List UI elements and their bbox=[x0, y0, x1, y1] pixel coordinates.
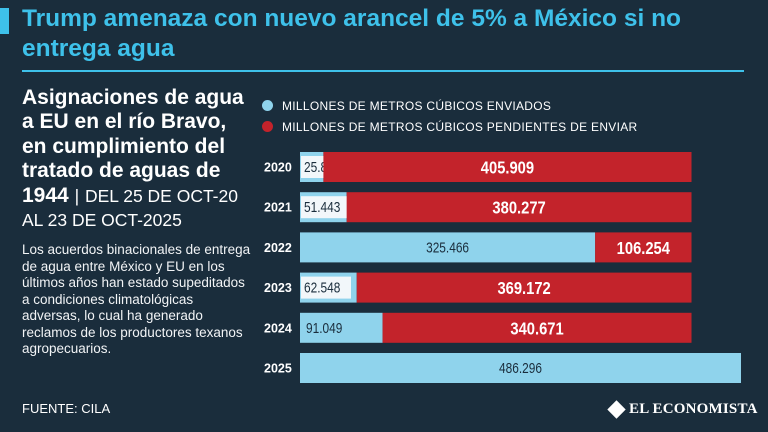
data-label-pending-2020: 405.909 bbox=[481, 158, 534, 178]
bar-sent-2025 bbox=[300, 353, 741, 383]
chart-subtitle: Asignaciones de agua a EU en el río Brav… bbox=[22, 86, 254, 232]
headline-accent-bar bbox=[0, 8, 9, 34]
legend-label-sent: MILLONES DE METROS CÚBICOS ENVIADOS bbox=[282, 98, 552, 113]
brand-diamond-icon bbox=[607, 400, 626, 419]
brand-logo: EL ECONOMISTA bbox=[607, 400, 758, 419]
data-label-pending-2021: 380.277 bbox=[492, 198, 545, 218]
bar-pending-2022 bbox=[595, 232, 692, 263]
y-tick-label-2024: 2024 bbox=[264, 321, 292, 335]
y-tick-label-2020: 2020 bbox=[264, 161, 292, 175]
legend-item-pending: MILLONES DE METROS CÚBICOS PENDIENTES DE… bbox=[262, 116, 638, 137]
data-label-sent-2023: 62.548 bbox=[304, 279, 340, 295]
brand-name: EL ECONOMISTA bbox=[629, 401, 758, 417]
description-text: Los acuerdos binacionales de entrega de … bbox=[22, 242, 251, 357]
date-range: DEL 25 DE OCT-20 AL 23 DE OCT-2025 bbox=[22, 185, 238, 231]
y-tick-label-2023: 2023 bbox=[264, 281, 292, 295]
chart-legend: MILLONES DE METROS CÚBICOS ENVIADOS MILL… bbox=[262, 95, 638, 137]
legend-dot-pending bbox=[262, 121, 273, 132]
bar-sent-2022 bbox=[300, 232, 596, 263]
bar-sent-2024 bbox=[300, 312, 383, 343]
legend-label-pending: MILLONES DE METROS CÚBICOS PENDIENTES DE… bbox=[282, 119, 638, 134]
subtitle-separator: | bbox=[74, 185, 80, 206]
data-label-sent-2025: 486.296 bbox=[499, 360, 542, 376]
source-note: FUENTE: CILA bbox=[22, 401, 111, 416]
left-column: Asignaciones de agua a EU en el río Brav… bbox=[22, 86, 254, 358]
subtitle-text: Asignaciones de agua a EU en el río Brav… bbox=[22, 86, 244, 207]
bar-pending-2023 bbox=[356, 272, 692, 303]
data-label-box-sent-2021 bbox=[301, 196, 351, 219]
data-label-sent-2022: 325.466 bbox=[426, 239, 469, 255]
y-tick-label-2022: 2022 bbox=[264, 241, 292, 255]
bar-pending-2021 bbox=[346, 192, 692, 223]
headline: Trump amenaza con nuevo arancel de 5% a … bbox=[22, 5, 681, 62]
data-label-sent-2021: 51.443 bbox=[304, 199, 340, 215]
bar-pending-2024 bbox=[382, 312, 692, 343]
data-label-pending-2024: 340.671 bbox=[510, 319, 563, 339]
data-label-sent-2024: 91.049 bbox=[306, 320, 342, 336]
y-tick-label-2025: 2025 bbox=[264, 362, 292, 376]
legend-item-sent: MILLONES DE METROS CÚBICOS ENVIADOS bbox=[262, 95, 638, 116]
data-label-box-sent-2023 bbox=[301, 276, 351, 299]
legend-dot-sent bbox=[262, 100, 273, 111]
data-label-pending-2023: 369.172 bbox=[497, 279, 550, 299]
data-label-pending-2022: 106.254 bbox=[617, 239, 671, 259]
bar-pending-2020 bbox=[323, 152, 692, 182]
headline-divider bbox=[22, 70, 744, 72]
y-tick-label-2021: 2021 bbox=[264, 201, 292, 215]
